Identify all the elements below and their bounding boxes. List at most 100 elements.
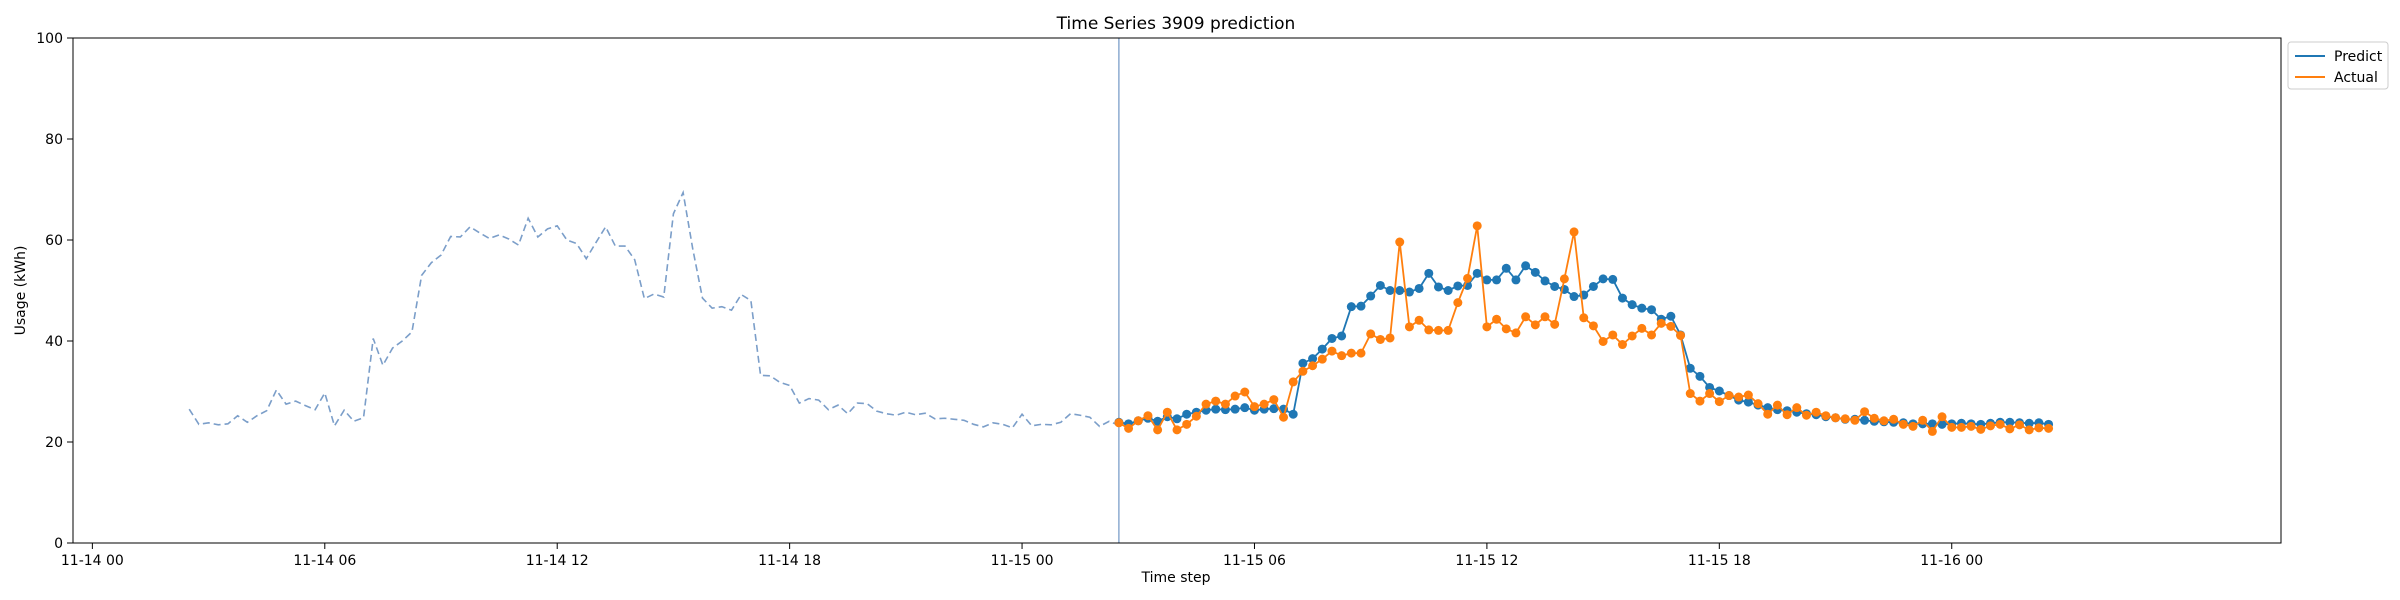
data-point-actual: [1288, 377, 1298, 387]
x-axis-label: Time step: [1141, 570, 1211, 586]
data-point-actual: [2034, 423, 2044, 433]
data-point-actual: [1395, 237, 1405, 247]
data-point-actual: [1143, 411, 1153, 421]
data-point-predict: [1230, 404, 1240, 414]
data-point-predict: [1492, 275, 1502, 285]
data-point-predict: [1211, 404, 1221, 414]
data-point-predict: [1550, 281, 1560, 291]
data-point-predict: [1356, 301, 1366, 311]
data-point-predict: [1346, 302, 1356, 312]
data-point-actual: [1356, 348, 1366, 358]
data-point-actual: [1927, 426, 1937, 436]
data-point-actual: [1598, 337, 1608, 346]
data-point-predict: [1743, 397, 1753, 407]
data-point-actual: [1211, 396, 1221, 406]
data-point-actual: [1453, 298, 1463, 308]
data-point-actual: [1763, 409, 1773, 419]
data-point-actual: [1850, 415, 1860, 425]
data-point-predict: [1453, 281, 1463, 291]
data-point-predict: [1482, 275, 1492, 285]
data-point-actual: [1191, 411, 1201, 421]
data-point-actual: [1472, 221, 1482, 231]
legend-label-actual: Actual: [2334, 70, 2378, 86]
x-tick-label: 11-15 18: [1688, 553, 1751, 569]
data-point-actual: [1879, 416, 1889, 426]
data-point-actual: [1249, 402, 1259, 412]
x-tick-label: 11-14 12: [526, 553, 589, 569]
data-point-actual: [1588, 321, 1598, 331]
data-point-predict: [1298, 358, 1308, 368]
data-point-actual: [1337, 351, 1347, 361]
data-point-predict: [1530, 267, 1540, 277]
data-point-predict: [1327, 333, 1337, 343]
data-point-actual: [1831, 413, 1841, 423]
data-point-predict: [1569, 292, 1579, 302]
data-point-actual: [1530, 320, 1540, 330]
data-point-predict: [1414, 283, 1424, 293]
data-point-predict: [1714, 386, 1724, 396]
data-point-actual: [1579, 313, 1589, 323]
data-point-predict: [1153, 416, 1163, 426]
data-point-actual: [1124, 423, 1134, 433]
data-point-actual: [1772, 400, 1782, 410]
data-point-actual: [2015, 420, 2025, 430]
data-point-actual: [1947, 422, 1957, 432]
legend[interactable]: Predict Actual: [2287, 41, 2389, 90]
data-point-actual: [1463, 273, 1473, 283]
data-point-actual: [1782, 410, 1792, 420]
data-point-actual: [1956, 422, 1966, 432]
data-point-actual: [1482, 322, 1492, 332]
data-point-predict: [1598, 274, 1608, 284]
data-point-actual: [1656, 318, 1666, 328]
data-point-actual: [1695, 396, 1705, 406]
x-tick-label: 11-15 12: [1455, 553, 1518, 569]
data-point-predict: [1588, 281, 1598, 291]
data-point-actual: [1966, 421, 1976, 431]
data-point-predict: [1666, 311, 1676, 321]
data-point-predict: [1288, 409, 1298, 419]
data-point-actual: [1540, 312, 1550, 322]
data-point-predict: [1433, 282, 1443, 292]
data-point-actual: [1172, 425, 1182, 435]
data-point-actual: [1792, 403, 1802, 413]
data-point-predict: [1385, 286, 1395, 295]
data-point-actual: [1937, 412, 1947, 422]
data-point-predict: [1366, 291, 1376, 301]
data-point-predict: [1308, 354, 1318, 364]
data-point-predict: [1172, 414, 1182, 424]
data-point-predict: [1521, 261, 1531, 271]
data-point-actual: [1821, 411, 1831, 421]
data-point-actual: [1860, 407, 1870, 417]
data-point-actual: [1734, 392, 1744, 402]
data-point-actual: [1327, 346, 1337, 356]
data-point-actual: [2024, 425, 2034, 435]
data-point-actual: [1414, 315, 1424, 325]
data-point-predict: [1937, 419, 1947, 429]
series-line-actual: [1118, 225, 2049, 433]
data-point-predict: [1240, 403, 1250, 413]
data-point-predict: [1395, 286, 1405, 295]
data-point-actual: [1869, 413, 1879, 423]
x-axis: 11-14 00 11-14 06 11-14 12 11-14 18 11-15 00…: [61, 543, 1983, 569]
data-point-predict: [1647, 305, 1657, 315]
data-point-predict: [1685, 363, 1695, 373]
data-point-actual: [1840, 414, 1850, 424]
data-point-actual: [1114, 418, 1124, 428]
x-tick-label: 11-14 18: [758, 553, 821, 569]
x-tick-label: 11-15 06: [1223, 553, 1286, 569]
data-point-actual: [1685, 389, 1695, 399]
data-point-actual: [1375, 334, 1385, 344]
data-point-actual: [1240, 387, 1250, 397]
data-point-actual: [1676, 330, 1686, 340]
data-point-actual: [1366, 329, 1376, 339]
data-point-actual: [1153, 425, 1163, 435]
y-axis-label: Usage (kWh): [13, 246, 29, 336]
y-tick-label: 100: [36, 31, 63, 47]
x-tick-label: 11-14 00: [61, 553, 124, 569]
data-point-predict: [1501, 263, 1511, 273]
x-tick-label: 11-15 00: [991, 553, 1054, 569]
data-point-predict: [1511, 275, 1521, 285]
data-point-actual: [1521, 312, 1531, 322]
x-tick-label: 11-14 06: [293, 553, 356, 569]
data-point-actual: [1637, 323, 1647, 333]
